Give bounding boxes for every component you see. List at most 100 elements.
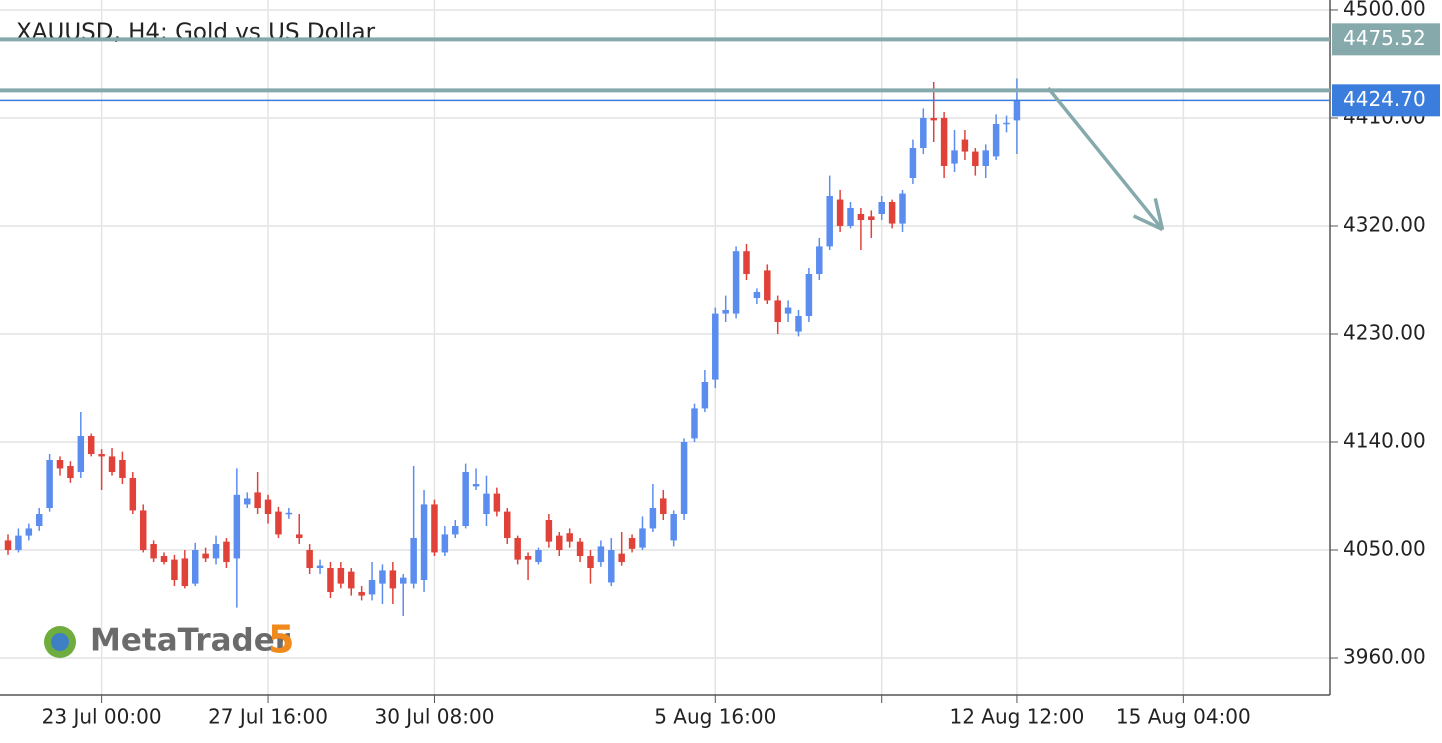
candle-body [961,139,969,152]
candle-body [576,541,584,557]
candle-body [712,313,719,380]
x-tick-label: 27 Jul 16:00 [208,705,328,729]
candle-body [400,577,407,584]
candle-body [25,528,33,536]
candle-body [347,571,355,589]
level-label-box [1332,23,1440,56]
candle-body [493,493,501,512]
candle-body [816,246,823,274]
candle-body [35,514,43,527]
y-tick-label: 4140.00 [1343,429,1426,453]
last-price-label: 4424.70 [1343,87,1426,111]
candle-body [878,201,885,214]
candle-body [191,550,199,584]
x-tick-label: 30 Jul 08:00 [374,705,494,729]
candle-body [753,291,761,298]
candle-body [98,454,105,457]
candle-body [4,540,12,551]
y-tick-label: 3960.00 [1343,645,1426,669]
candle-body [15,535,22,551]
candle-body [992,123,1000,157]
candle-body [243,498,251,505]
candle-body [504,511,511,539]
logo-version: 5 [268,618,294,662]
candle-body [472,484,480,487]
candle-body [972,151,979,166]
candle-body [285,512,293,515]
candle-body [660,498,667,515]
candle-body [150,544,157,559]
candle-body [108,456,116,473]
candle-body [701,382,709,409]
candle-body [639,528,646,548]
candle-body [119,460,126,479]
logo: MetaTrader 5 [44,618,294,662]
candle-body [857,213,865,220]
arrow-head [1153,198,1165,230]
candle-body [181,558,189,587]
candle-body [628,538,636,549]
candle-body [160,556,168,563]
candle-body [316,565,324,569]
candle-body [847,207,854,226]
candle-body [514,538,521,560]
candle-body [774,300,781,322]
candle-body [826,195,833,247]
candle-body [462,472,469,527]
candle-body [535,550,542,563]
candle-body [608,550,615,583]
candle-body [410,538,417,584]
candle-body [431,504,438,553]
candle-body [223,541,230,563]
candle-body [202,553,209,559]
last-price-box [1332,84,1440,117]
candle-body [483,493,490,515]
candle-body [295,534,303,539]
candle-body [909,147,917,178]
candle-body [784,307,792,314]
candle-body [982,150,989,166]
candle-body [452,526,459,535]
candle-body [441,534,449,553]
candle-body [212,544,220,559]
x-tick-label: 5 Aug 16:00 [654,705,776,729]
y-tick-label: 4320.00 [1343,212,1426,236]
candle-body [618,553,625,563]
candle-body [680,442,688,515]
candle-body [171,559,178,581]
candle-body [805,273,813,316]
candle-body [327,568,334,593]
candle-body [254,492,261,509]
x-tick-label: 12 Aug 12:00 [949,705,1084,729]
candle-body [67,466,74,479]
candle-body [951,150,958,164]
x-tick-label: 15 Aug 04:00 [1116,705,1251,729]
logo-icon-center [51,633,69,651]
candle-body [77,436,85,473]
candle-body [368,580,376,595]
candle-body [940,117,948,166]
candle-body [556,535,563,551]
candle-body [1013,99,1021,121]
candle-body [264,499,272,515]
marks [4,78,1021,617]
candle-body [587,556,594,569]
candle-body [899,193,906,224]
candle-body [743,251,750,274]
candle-body [233,494,241,559]
candle-body [920,117,927,148]
candle-body [732,251,740,314]
candle-body [87,436,95,455]
y-tick-label: 4230.00 [1343,320,1426,344]
candle-body [566,533,573,542]
candle-body [420,504,428,581]
candle-body [139,510,147,551]
candle-body [795,315,802,332]
logo-text: MetaTrader [90,623,291,659]
candle-body [275,511,282,535]
y-tick-label: 4500.00 [1343,0,1426,20]
candle-body [358,592,365,596]
candle-body [649,508,657,529]
candle-body [836,199,844,226]
